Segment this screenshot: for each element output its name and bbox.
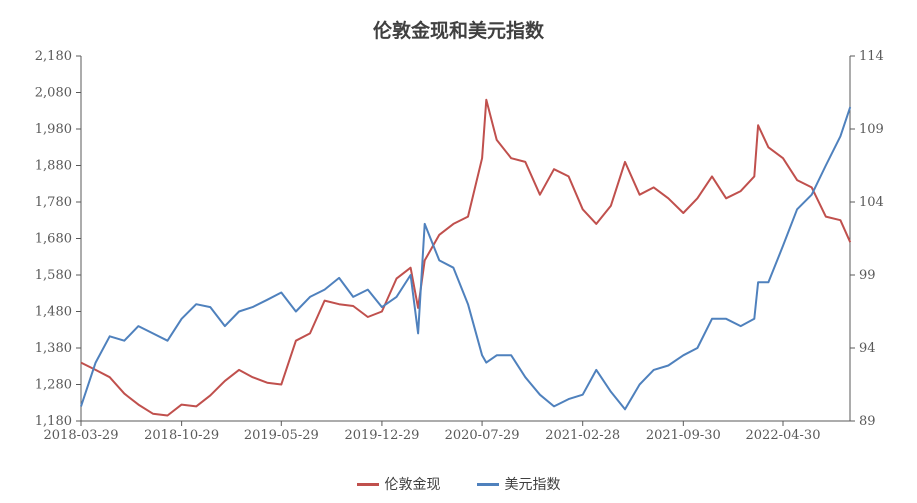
x-tick-label: 2022-04-30: [746, 428, 821, 443]
left-tick-label: 2,180: [35, 49, 72, 64]
left-tick-label: 1,580: [35, 268, 72, 283]
gold-price-line: [80, 98, 852, 417]
left-tick-label: 2,080: [35, 86, 72, 101]
left-tick-label: 1,880: [35, 159, 72, 174]
legend: 伦敦金现 美元指数: [0, 474, 917, 494]
legend-item-gold: 伦敦金现: [356, 474, 441, 494]
legend-label-dollar: 美元指数: [504, 477, 561, 493]
left-tick-label: 1,780: [35, 195, 72, 210]
legend-item-dollar: 美元指数: [476, 474, 561, 494]
x-tick-label: 2020-07-29: [445, 428, 520, 443]
legend-swatch-gold: [356, 482, 379, 486]
chart-title: 伦敦金现和美元指数: [372, 20, 544, 42]
x-tick-label: 2021-02-28: [545, 428, 620, 443]
legend-swatch-dollar: [476, 482, 499, 486]
x-tick-label: 2018-10-29: [144, 428, 219, 443]
x-tick-label: 2019-12-29: [344, 428, 419, 443]
x-tick-label: 2019-05-29: [244, 428, 319, 443]
left-tick-label: 1,480: [35, 305, 72, 320]
right-tick-label: 99: [859, 268, 876, 283]
legend-label-gold: 伦敦金现: [384, 477, 441, 493]
left-tick-label: 1,680: [35, 232, 72, 247]
left-tick-label: 1,280: [35, 378, 72, 393]
right-tick-label: 109: [859, 122, 884, 137]
x-tick-label: 2018-03-29: [44, 428, 119, 443]
left-tick-label: 1,180: [35, 414, 72, 429]
right-tick-label: 114: [859, 49, 884, 64]
dollar-index-line: [80, 106, 852, 411]
left-tick-label: 1,380: [35, 341, 72, 356]
left-tick-label: 1,980: [35, 122, 72, 137]
x-tick-label: 2021-09-30: [646, 428, 721, 443]
right-tick-label: 89: [859, 414, 876, 429]
right-tick-label: 94: [859, 341, 876, 356]
right-tick-label: 104: [859, 195, 884, 210]
